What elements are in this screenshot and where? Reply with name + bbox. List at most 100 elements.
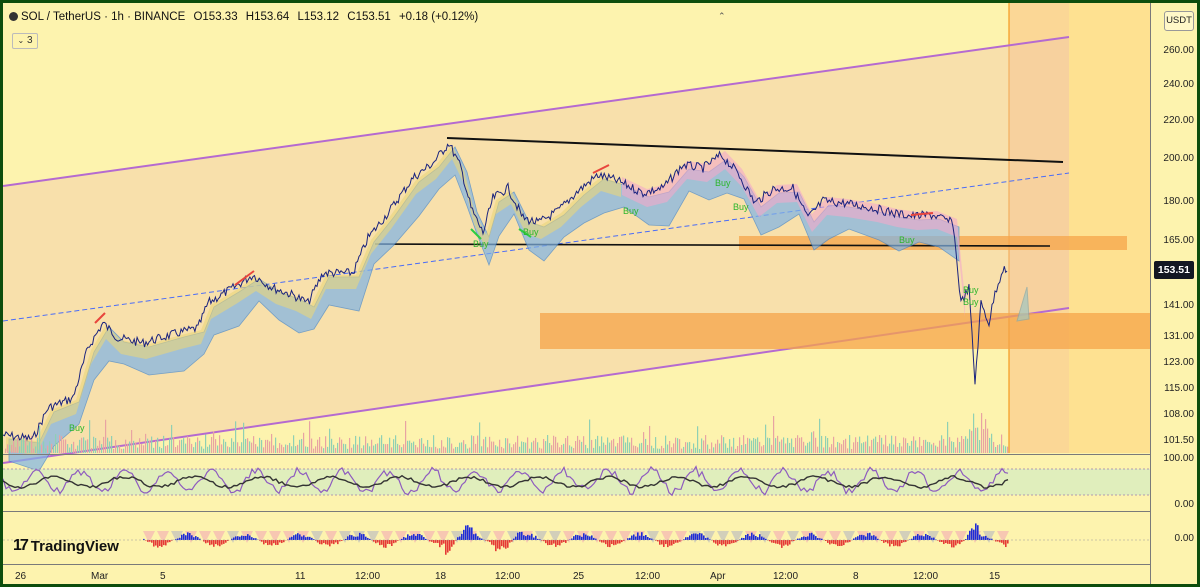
volume-bar [567, 435, 569, 453]
macd-bar [999, 540, 1001, 543]
support-zone[interactable] [540, 313, 1150, 349]
volume-bar [955, 447, 957, 453]
macd-bar [353, 536, 355, 540]
volume-bar [211, 437, 213, 453]
volume-bar [333, 444, 335, 453]
volume-bar [345, 444, 347, 453]
price-series[interactable] [3, 143, 1008, 442]
macd-bar [845, 540, 847, 543]
macd-bar [803, 536, 805, 540]
volume-bar [181, 439, 183, 453]
macd-bar [441, 540, 443, 545]
indicator-toggle[interactable]: ⌄ 3 [12, 33, 38, 49]
volume-bar [551, 445, 553, 453]
macd-bar [831, 540, 833, 544]
macd-bar [901, 540, 903, 544]
macd-bar [667, 540, 669, 548]
volume-bar [145, 433, 147, 453]
volume-bar [83, 437, 85, 453]
macd-histogram[interactable] [143, 523, 1009, 555]
signal-marker [535, 531, 547, 543]
volume-bar [57, 442, 59, 453]
stoch-k-line[interactable] [3, 465, 1009, 497]
macd-bar [161, 540, 163, 547]
volume-bar [311, 438, 313, 453]
tradingview-logo[interactable]: 17 TradingView [13, 537, 119, 555]
volume-bar [865, 441, 867, 453]
volume-bar [911, 440, 913, 453]
channel-upper-line[interactable] [3, 36, 1070, 187]
volume-bar [353, 444, 355, 453]
volume-bar [993, 441, 995, 453]
signal-marker [143, 531, 155, 543]
macd-bar [477, 536, 479, 540]
volume-bar [491, 441, 493, 453]
pane-divider[interactable] [3, 511, 1197, 512]
price-axis[interactable]: USDT 260.00 240.00 220.00 200.00 180.00 … [1150, 3, 1197, 584]
volume-bar [185, 443, 187, 453]
volume-bar [133, 440, 135, 453]
macd-bar [367, 537, 369, 540]
signal-marker [703, 531, 715, 543]
macd-bar [385, 540, 387, 548]
volume-bar [325, 436, 327, 453]
time-tick: 12:00 [355, 571, 381, 582]
buy-signal-label: Buy [733, 202, 749, 212]
symbol-name[interactable]: SOL / TetherUS · 1h · BINANCE [21, 11, 186, 23]
macd-bar [633, 534, 635, 540]
macd-bar [319, 540, 321, 545]
macd-bar [701, 533, 703, 540]
macd-bar [983, 536, 985, 540]
macd-bar [571, 538, 573, 540]
volume-bar [741, 444, 743, 453]
volume-bar [937, 446, 939, 453]
volume-bar [143, 445, 145, 453]
chart-canvas[interactable]: Buy Buy Buy Buy Buy Buy Buy Buy Buy [3, 3, 1197, 584]
macd-bar [267, 540, 269, 546]
volume-bar [601, 436, 603, 453]
volume-bar [95, 437, 97, 453]
volume-bar [175, 446, 177, 453]
volume-bar [373, 445, 375, 453]
macd-bar [451, 540, 453, 547]
volume-bar [837, 441, 839, 453]
currency-button[interactable]: USDT [1164, 11, 1194, 31]
macd-bar [971, 528, 973, 540]
volume-bar [885, 435, 887, 453]
price-tick: 165.00 [1163, 235, 1194, 246]
volume-bar [759, 441, 761, 453]
volume-bar [637, 447, 639, 453]
volume-bar [395, 435, 397, 453]
volume-bar [189, 438, 191, 453]
signal-marker [493, 531, 505, 543]
macd-bar [389, 540, 391, 545]
macd-bar [545, 540, 547, 544]
pane-divider[interactable] [3, 454, 1197, 455]
macd-bar [937, 540, 939, 541]
osc-tick: 0.00 [1174, 499, 1194, 510]
collapse-chevron-icon[interactable]: ⌃ [718, 11, 726, 21]
volume-bar [699, 448, 701, 453]
macd-bar [697, 534, 699, 540]
price-tick: 141.00 [1163, 300, 1194, 311]
macd-bar [637, 532, 639, 540]
macd-bar [715, 540, 717, 544]
macd-bar [659, 540, 661, 545]
descending-resistance-line[interactable] [446, 137, 1064, 163]
macd-bar [159, 540, 161, 547]
volume-bar [665, 435, 667, 453]
macd-bar [895, 540, 897, 546]
volume-bar [355, 435, 357, 453]
volume-bar [381, 435, 383, 453]
macd-bar [337, 540, 339, 545]
volume-bar [697, 426, 699, 453]
macd-bar [407, 534, 409, 540]
stoch-d-line[interactable] [3, 474, 1009, 490]
volume-bar [441, 440, 443, 453]
volume-bar [113, 448, 115, 453]
volume-bar [483, 439, 485, 453]
macd-bar [857, 536, 859, 540]
macd-bar [393, 540, 395, 544]
macd-bar [317, 540, 319, 543]
macd-bar [725, 540, 727, 547]
